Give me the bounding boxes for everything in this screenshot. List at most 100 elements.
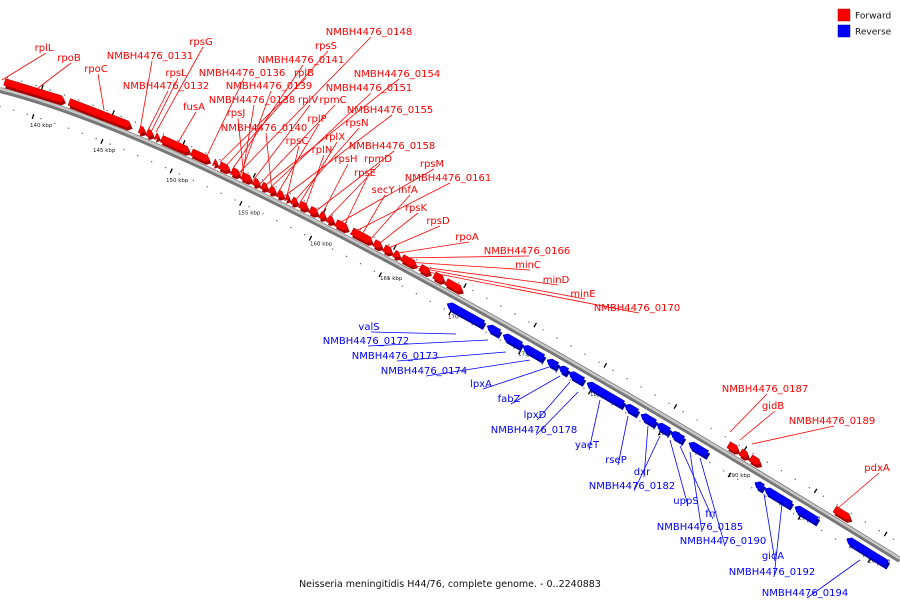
- forward-gene-block[interactable]: [726, 441, 739, 452]
- reverse-gene-block[interactable]: [522, 345, 546, 362]
- gene-label-rpmc[interactable]: rpmC: [319, 95, 346, 106]
- gene-label-lpxd[interactable]: lpxD: [524, 410, 547, 421]
- gene-label-rpsl[interactable]: rpsL: [165, 68, 187, 79]
- gene-label-rpsd[interactable]: rpsD: [426, 216, 450, 227]
- reverse-gene-block[interactable]: [640, 413, 658, 427]
- reverse-gene-block[interactable]: [558, 365, 570, 375]
- gene-label-nmbh4476-0154[interactable]: NMBH4476_0154: [354, 69, 440, 80]
- gene-label-rpln[interactable]: rplN: [312, 145, 333, 156]
- gene-label-nmbh4476-0170[interactable]: NMBH4476_0170: [594, 303, 680, 314]
- gene-label-rplp[interactable]: rplP: [307, 114, 326, 125]
- gene-label-nmbh4476-0141[interactable]: NMBH4476_0141: [258, 55, 344, 66]
- forward-gene-block[interactable]: [137, 125, 146, 134]
- gene-label-rpob[interactable]: rpoB: [57, 53, 81, 64]
- gene-label-yaet[interactable]: yaeT: [575, 440, 600, 451]
- forward-gene-block[interactable]: [372, 239, 383, 249]
- reverse-gene-block[interactable]: [688, 441, 710, 458]
- gene-label-nmbh4476-0192[interactable]: NMBH4476_0192: [729, 567, 815, 578]
- reverse-gene-block[interactable]: [670, 431, 686, 443]
- gene-label-nmbh4476-0178[interactable]: NMBH4476_0178: [491, 425, 577, 436]
- gene-label-nmbh4476-0131[interactable]: NMBH4476_0131: [107, 51, 193, 62]
- reverse-gene-block[interactable]: [568, 371, 586, 385]
- forward-gene-block[interactable]: [738, 448, 749, 458]
- forward-gene-block[interactable]: [211, 158, 219, 166]
- gene-label-infa[interactable]: infA: [398, 185, 418, 196]
- reverse-gene-block[interactable]: [656, 422, 672, 435]
- gene-label-rpss[interactable]: rpsS: [315, 41, 337, 52]
- forward-gene-block[interactable]: [252, 177, 261, 186]
- forward-gene-block[interactable]: [318, 211, 327, 220]
- gene-label-nmbh4476-0185[interactable]: NMBH4476_0185: [657, 522, 743, 533]
- gene-label-nmbh4476-0132[interactable]: NMBH4476_0132: [123, 81, 209, 92]
- gene-label-frr[interactable]: frr: [705, 509, 717, 520]
- gene-label-rpsn[interactable]: rpsN: [345, 118, 368, 129]
- reverse-gene-block[interactable]: [764, 487, 793, 508]
- reverse-gene-block[interactable]: [546, 358, 560, 370]
- forward-gene-block[interactable]: [276, 189, 285, 198]
- gene-label-minc[interactable]: minC: [515, 260, 541, 271]
- forward-gene-block[interactable]: [382, 244, 393, 254]
- forward-gene-block[interactable]: [153, 132, 160, 140]
- forward-gene-block[interactable]: [217, 161, 231, 172]
- gene-label-gida[interactable]: gidA: [762, 551, 784, 562]
- gene-label-upps[interactable]: uppS: [673, 496, 698, 507]
- forward-gene-block[interactable]: [189, 148, 211, 163]
- gene-label-rplb[interactable]: rplB: [294, 68, 314, 79]
- gene-label-nmbh4476-0138[interactable]: NMBH4476_0138: [209, 95, 295, 106]
- forward-gene-block[interactable]: [145, 129, 154, 138]
- gene-label-nmbh4476-0189[interactable]: NMBH4476_0189: [789, 416, 875, 427]
- gene-label-rpll[interactable]: rplL: [35, 43, 54, 54]
- gene-label-pdxa[interactable]: pdxA: [864, 463, 890, 474]
- gene-label-nmbh4476-0158[interactable]: NMBH4476_0158: [349, 141, 435, 152]
- gene-label-nmbh4476-0172[interactable]: NMBH4476_0172: [323, 336, 409, 347]
- gene-label-rpsj[interactable]: rpsJ: [227, 108, 246, 119]
- forward-gene-block[interactable]: [159, 135, 191, 153]
- forward-gene-block[interactable]: [67, 98, 132, 128]
- gene-label-lpxa[interactable]: lpxA: [470, 379, 492, 390]
- gene-label-rpoc[interactable]: rpoC: [84, 64, 108, 75]
- gene-label-nmbh4476-0194[interactable]: NMBH4476_0194: [762, 588, 848, 599]
- gene-label-mine[interactable]: minE: [570, 289, 595, 300]
- gene-label-nmbh4476-0182[interactable]: NMBH4476_0182: [589, 481, 675, 492]
- forward-gene-block[interactable]: [748, 454, 762, 466]
- forward-gene-block[interactable]: [308, 205, 319, 216]
- forward-gene-block[interactable]: [230, 167, 241, 177]
- gene-label-rpse[interactable]: rpsE: [354, 168, 376, 179]
- forward-gene-block[interactable]: [326, 215, 335, 224]
- reverse-gene-block[interactable]: [446, 302, 486, 328]
- gene-label-mind[interactable]: minD: [543, 275, 570, 286]
- gene-label-rpsg[interactable]: rpsG: [189, 37, 212, 48]
- gene-label-nmbh4476-0151[interactable]: NMBH4476_0151: [326, 83, 412, 94]
- gene-label-nmbh4476-0148[interactable]: NMBH4476_0148: [326, 27, 412, 38]
- reverse-gene-block[interactable]: [624, 403, 640, 416]
- gene-label-rpsk[interactable]: rpsK: [405, 203, 428, 214]
- reverse-gene-block[interactable]: [502, 333, 524, 349]
- gene-label-rpmd[interactable]: rpmD: [364, 154, 392, 165]
- gene-label-nmbh4476-0166[interactable]: NMBH4476_0166: [484, 246, 570, 257]
- gene-label-nmbh4476-0155[interactable]: NMBH4476_0155: [347, 105, 433, 116]
- forward-gene-block[interactable]: [268, 185, 277, 194]
- gene-label-nmbh4476-0136[interactable]: NMBH4476_0136: [199, 68, 285, 79]
- gene-label-nmbh4476-0139[interactable]: NMBH4476_0139: [226, 81, 312, 92]
- gene-label-rplv[interactable]: rplV: [298, 95, 318, 106]
- reverse-gene-block[interactable]: [586, 381, 626, 408]
- forward-gene-block[interactable]: [444, 278, 463, 292]
- gene-label-rpoa[interactable]: rpoA: [455, 232, 479, 243]
- gene-label-gidb[interactable]: gidB: [762, 401, 784, 412]
- gene-label-rplx[interactable]: rplX: [325, 132, 345, 143]
- gene-label-rpsc[interactable]: rpsC: [286, 136, 309, 147]
- forward-gene-block[interactable]: [3, 78, 65, 103]
- forward-gene-block[interactable]: [400, 254, 417, 267]
- gene-label-rpsm[interactable]: rpsM: [420, 159, 444, 170]
- gene-label-dxr[interactable]: dxr: [634, 467, 651, 478]
- gene-label-nmbh4476-0173[interactable]: NMBH4476_0173: [352, 351, 438, 362]
- gene-label-fabz[interactable]: fabZ: [498, 394, 521, 405]
- forward-gene-block[interactable]: [298, 200, 309, 210]
- forward-gene-block[interactable]: [240, 172, 253, 183]
- gene-label-secy[interactable]: secY: [372, 185, 396, 196]
- gene-label-nmbh4476-0174[interactable]: NMBH4476_0174: [381, 366, 467, 377]
- gene-label-nmbh4476-0161[interactable]: NMBH4476_0161: [405, 173, 491, 184]
- gene-label-rsep[interactable]: rseP: [605, 455, 627, 466]
- gene-label-nmbh4476-0140[interactable]: NMBH4476_0140: [221, 123, 307, 134]
- gene-label-nmbh4476-0187[interactable]: NMBH4476_0187: [722, 384, 808, 395]
